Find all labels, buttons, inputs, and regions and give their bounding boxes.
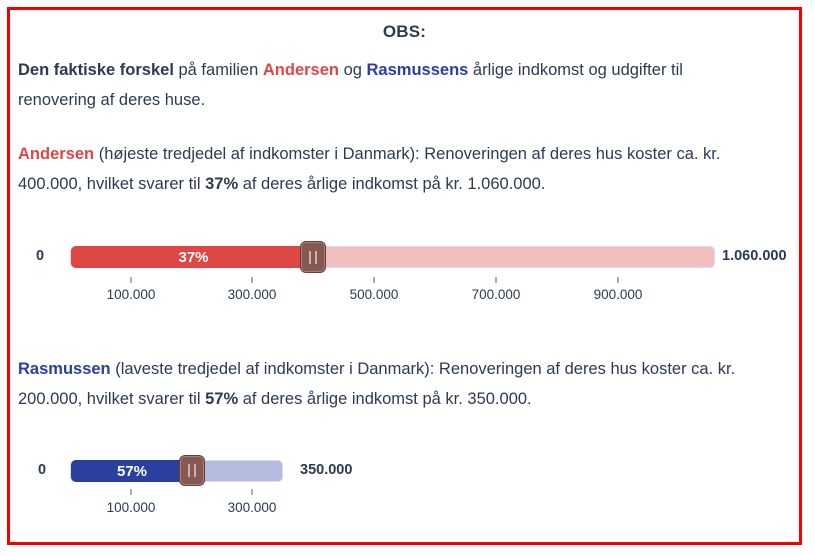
rasmussen-percent: 57% [205, 390, 239, 408]
rasmussen-slider-track[interactable]: 57% [70, 460, 283, 482]
axis-tick-label: 700.000 [471, 287, 521, 302]
rasmussen-text: af deres årlige indkomst på kr. 350.000. [238, 390, 532, 408]
andersen-text: af deres årlige indkomst på kr. 1.060.00… [238, 175, 546, 193]
andersen-paragraph: Andersen (højeste tredjedel af indkomste… [18, 139, 760, 199]
rasmussen-name: Rasmussen [18, 360, 111, 378]
axis-tick-label: 100.000 [106, 287, 156, 302]
grip-icon [188, 464, 196, 477]
panel-red-border [7, 7, 802, 545]
axis-tick-label: 300.000 [227, 500, 277, 515]
intro-text: og [338, 61, 367, 79]
rasmussen-slider-handle[interactable] [179, 455, 205, 486]
rasmussen-slider-min-label: 0 [38, 462, 47, 478]
axis-tick [130, 277, 132, 283]
intro-paragraph: Den faktiske forskel på familien Anderse… [18, 55, 760, 115]
andersen-name: Andersen [262, 61, 339, 79]
andersen-slider-max-label: 1.060.000 [722, 248, 787, 264]
intro-lead: Den faktiske forskel [18, 61, 174, 79]
panel-title: OBS: [382, 22, 427, 41]
axis-tick-label: 100.000 [106, 500, 156, 515]
grip-icon [309, 250, 317, 264]
rasmussen-slider-max-label: 350.000 [300, 462, 353, 478]
intro-text: årlige indkomst og udgifter til renoveri… [18, 61, 683, 109]
andersen-text: (højeste tredjedel af indkomster i Danma… [18, 145, 721, 193]
rasmussen-text: (laveste tredjedel af indkomster i Danma… [18, 360, 736, 408]
axis-tick-label: 500.000 [349, 287, 399, 302]
axis-tick [251, 277, 253, 283]
intro-text: på familien [173, 61, 263, 79]
rasmussen-paragraph: Rasmussen (laveste tredjedel af indkomst… [18, 354, 760, 414]
rasmussen-name: Rasmussens [366, 61, 469, 79]
andersen-name: Andersen [18, 145, 95, 163]
andersen-slider-track[interactable]: 37% [70, 246, 715, 268]
andersen-slider-min-label: 0 [36, 248, 45, 264]
axis-tick [373, 277, 375, 283]
axis-tick [130, 489, 132, 495]
axis-tick [617, 277, 619, 283]
andersen-percent: 37% [205, 175, 239, 193]
andersen-slider-handle[interactable] [300, 241, 326, 273]
axis-tick-label: 900.000 [593, 287, 643, 302]
rasmussen-slider-fill: 57% [71, 460, 193, 482]
axis-tick [495, 277, 497, 283]
axis-tick [251, 489, 253, 495]
andersen-slider-fill: 37% [71, 246, 316, 268]
axis-tick-label: 300.000 [227, 287, 277, 302]
